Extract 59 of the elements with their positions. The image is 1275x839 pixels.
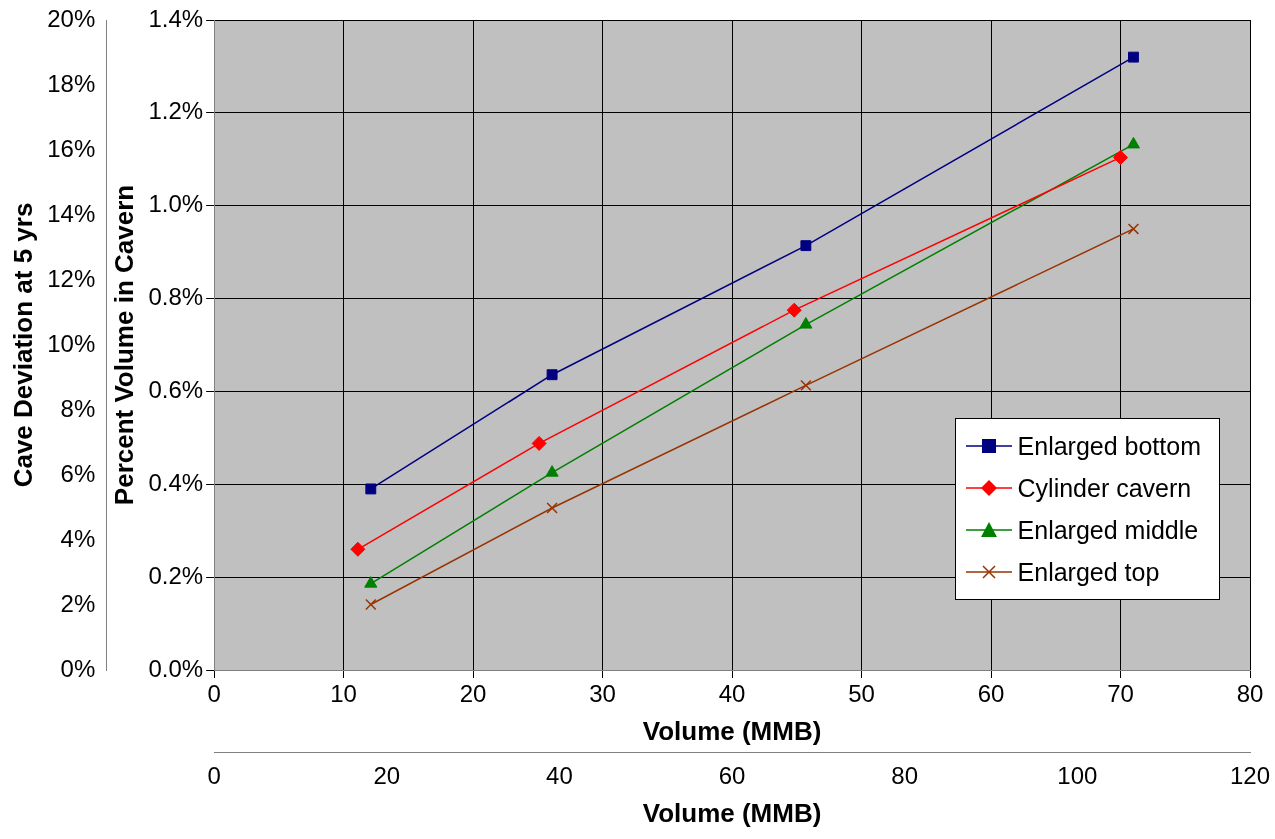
x-axis-title: Volume (MMB) bbox=[642, 715, 822, 746]
point bbox=[365, 483, 377, 495]
point bbox=[800, 379, 812, 392]
legend-label: Enlarged top bbox=[1017, 557, 1160, 588]
point bbox=[1127, 223, 1140, 235]
y-tick-label: 0.2% bbox=[148, 561, 204, 589]
x-tick-label: 70 bbox=[1107, 680, 1134, 708]
x-tick-label: 10 bbox=[330, 680, 357, 708]
y2-tick-label: 20% bbox=[47, 4, 96, 32]
x-tick-label: 0 bbox=[207, 680, 221, 708]
point bbox=[545, 465, 559, 477]
y2-axis-title: Cave Deviation at 5 yrs bbox=[7, 202, 38, 488]
y2-tick-label: 8% bbox=[60, 394, 96, 422]
legend-label: Enlarged middle bbox=[1017, 515, 1199, 546]
point bbox=[799, 317, 813, 329]
point bbox=[1128, 51, 1139, 63]
legend-label: Cylinder cavern bbox=[1017, 473, 1192, 504]
point bbox=[364, 576, 378, 588]
y-tick-label: 0.8% bbox=[148, 283, 204, 311]
point bbox=[350, 541, 366, 557]
y2-tick-label: 4% bbox=[60, 524, 96, 552]
x2-tick-label: 120 bbox=[1229, 762, 1271, 790]
point bbox=[365, 598, 377, 611]
x-tick-label: 40 bbox=[718, 680, 746, 708]
y-tick-label: 1.4% bbox=[148, 4, 204, 32]
y2-tick-label: 0% bbox=[60, 654, 96, 682]
x2-tick-label: 40 bbox=[546, 762, 573, 790]
x-tick-label: 80 bbox=[1236, 680, 1264, 708]
y-tick-label: 1.2% bbox=[148, 97, 204, 125]
point bbox=[1126, 136, 1141, 149]
y2-tick-label: 12% bbox=[47, 264, 96, 292]
legend-label: Enlarged bottom bbox=[1017, 431, 1201, 462]
x2-tick-label: 100 bbox=[1057, 762, 1098, 790]
y2-tick-label: 6% bbox=[60, 459, 96, 487]
y2-tick-label: 2% bbox=[60, 589, 96, 617]
y-tick-label: 0.4% bbox=[148, 468, 204, 496]
point bbox=[786, 302, 802, 318]
x2-tick-label: 0 bbox=[207, 762, 221, 790]
y-tick-label: 1.0% bbox=[148, 190, 204, 218]
x-tick-label: 50 bbox=[848, 680, 875, 708]
y-tick-label: 0.0% bbox=[148, 654, 204, 682]
point bbox=[800, 240, 812, 252]
x-tick-label: 30 bbox=[589, 680, 616, 708]
point bbox=[546, 369, 558, 381]
y2-tick-label: 18% bbox=[47, 69, 96, 97]
x2-axis-title: Volume (MMB) bbox=[642, 797, 822, 828]
x-tick-label: 60 bbox=[977, 680, 1005, 708]
x-tick-label: 20 bbox=[459, 680, 487, 708]
point bbox=[531, 435, 547, 451]
x2-tick-label: 60 bbox=[718, 762, 746, 790]
y2-tick-label: 16% bbox=[47, 134, 96, 162]
y2-tick-label: 10% bbox=[47, 329, 96, 357]
y-axis-title: Percent Volume in Cavern bbox=[109, 184, 140, 506]
y-tick-label: 0.6% bbox=[148, 376, 204, 404]
point bbox=[546, 502, 558, 514]
x2-tick-label: 20 bbox=[373, 762, 401, 790]
x2-tick-label: 80 bbox=[891, 762, 919, 790]
point bbox=[1113, 149, 1129, 165]
y2-tick-label: 14% bbox=[47, 199, 96, 227]
